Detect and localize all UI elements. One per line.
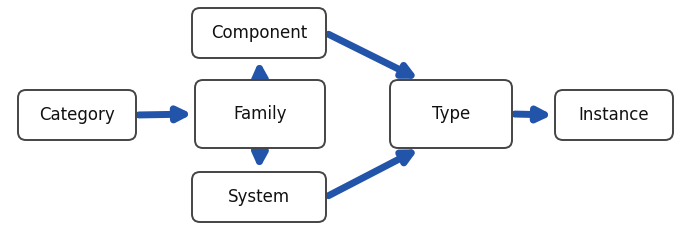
Text: Type: Type	[432, 105, 470, 123]
FancyBboxPatch shape	[18, 90, 136, 140]
FancyBboxPatch shape	[192, 8, 326, 58]
FancyBboxPatch shape	[390, 80, 512, 148]
FancyBboxPatch shape	[195, 80, 325, 148]
FancyBboxPatch shape	[555, 90, 673, 140]
Text: Instance: Instance	[579, 106, 649, 124]
Text: Component: Component	[211, 24, 307, 42]
Text: Family: Family	[233, 105, 287, 123]
Text: System: System	[228, 188, 290, 206]
Text: Category: Category	[39, 106, 115, 124]
FancyBboxPatch shape	[192, 172, 326, 222]
